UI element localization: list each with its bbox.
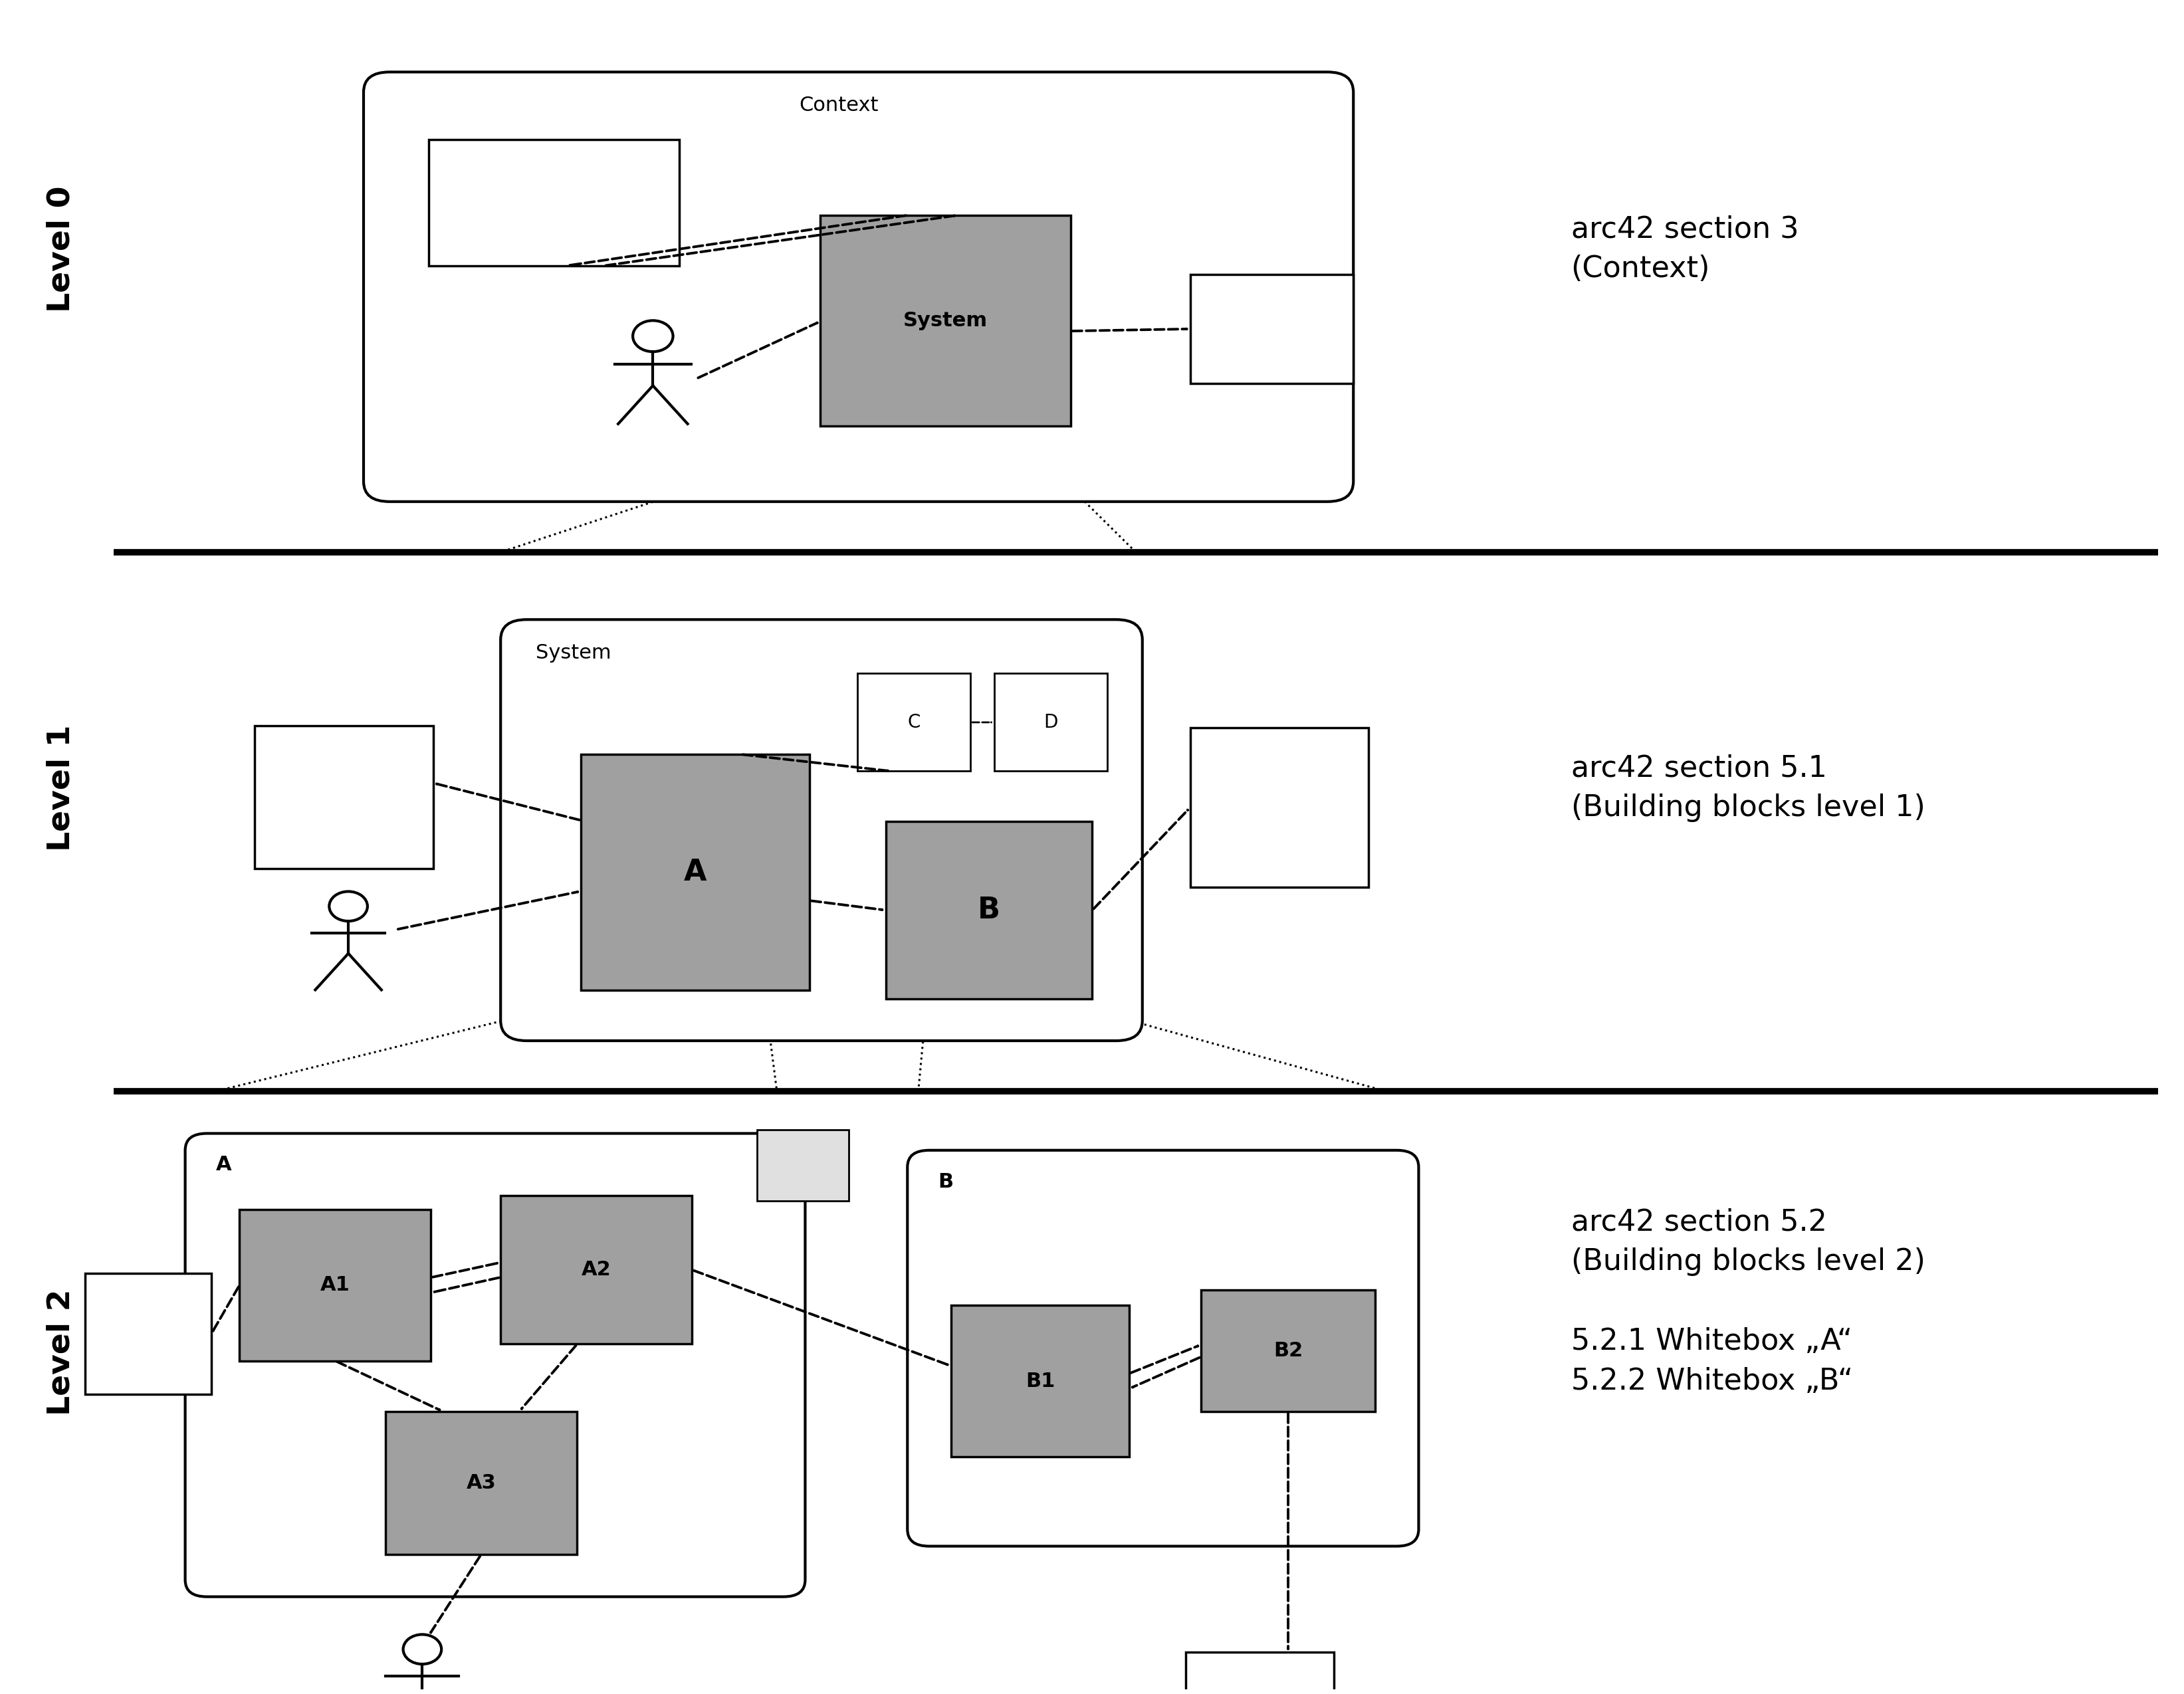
Bar [1190, 274, 1352, 383]
Text: System: System [535, 644, 612, 662]
Bar [85, 1274, 212, 1394]
Text: arc42 section 5.1
(Building blocks level 1): arc42 section 5.1 (Building blocks level… [1570, 754, 1924, 822]
Bar [500, 1196, 692, 1343]
Text: Level 0: Level 0 [46, 186, 76, 312]
FancyBboxPatch shape [906, 1150, 1417, 1547]
FancyBboxPatch shape [363, 73, 1352, 501]
Bar [384, 1411, 577, 1555]
Text: C: C [906, 713, 919, 732]
Bar [856, 674, 970, 771]
Bar [240, 1210, 430, 1360]
FancyBboxPatch shape [186, 1133, 806, 1597]
Bar [758, 1130, 847, 1201]
Bar [1201, 1291, 1374, 1411]
FancyBboxPatch shape [500, 620, 1142, 1040]
Text: Context: Context [799, 95, 878, 115]
Text: B2: B2 [1273, 1342, 1302, 1360]
Text: arc42 section 3
(Context): arc42 section 3 (Context) [1570, 215, 1797, 283]
Text: arc42 section 5.2
(Building blocks level 2)

5.2.1 Whitebox „A“
5.2.2 Whitebox „: arc42 section 5.2 (Building blocks level… [1570, 1208, 1924, 1396]
Bar [885, 822, 1092, 999]
Text: C: C [797, 1157, 808, 1174]
Text: B: B [978, 896, 1000, 925]
Bar [821, 215, 1070, 425]
Bar [581, 754, 810, 991]
Text: B: B [937, 1172, 952, 1191]
Text: D: D [1044, 713, 1057, 732]
Text: A: A [684, 857, 708, 886]
Text: B1: B1 [1024, 1372, 1055, 1391]
Text: A2: A2 [581, 1260, 612, 1279]
Bar [994, 674, 1107, 771]
Text: A: A [216, 1155, 232, 1174]
Bar [1190, 727, 1367, 888]
Text: Level 2: Level 2 [46, 1289, 76, 1416]
Text: A3: A3 [465, 1474, 496, 1492]
Text: Level 1: Level 1 [46, 725, 76, 852]
Bar [428, 139, 679, 266]
Text: System: System [902, 312, 987, 330]
Text: A1: A1 [321, 1276, 349, 1294]
Bar [256, 725, 432, 869]
Bar [950, 1306, 1129, 1457]
Bar [1186, 1652, 1334, 1694]
